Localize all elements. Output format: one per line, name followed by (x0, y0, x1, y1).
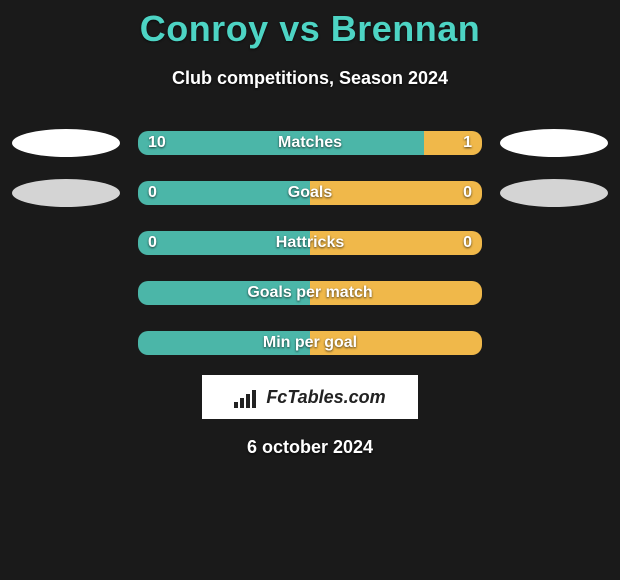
right-player-marker (500, 179, 608, 207)
left-player-marker (12, 129, 120, 157)
spacer (12, 329, 120, 357)
stat-bar-right (424, 131, 482, 155)
stat-label: Min per goal (263, 334, 357, 352)
stat-bar: Goals per match (138, 281, 482, 305)
stat-row: 0 0 Hattricks (0, 229, 620, 257)
stat-row: Goals per match (0, 279, 620, 307)
spacer (12, 279, 120, 307)
stat-value-left: 0 (148, 234, 157, 252)
fctables-logo-icon (234, 386, 262, 408)
subtitle: Club competitions, Season 2024 (0, 68, 620, 89)
stat-value-left: 10 (148, 134, 166, 152)
stat-label: Goals per match (247, 284, 372, 302)
stat-rows: 10 1 Matches 0 0 Goals 0 0 Hattricks Goals per ma… (0, 129, 620, 357)
stat-label: Hattricks (276, 234, 344, 252)
logo-box: FcTables.com (202, 375, 418, 419)
spacer (500, 329, 608, 357)
stat-value-right: 0 (463, 184, 472, 202)
stat-row: Min per goal (0, 329, 620, 357)
spacer (500, 229, 608, 257)
stat-bar-right (310, 181, 482, 205)
logo-text: FcTables.com (266, 387, 385, 408)
stat-label: Goals (288, 184, 332, 202)
page-title: Conroy vs Brennan (0, 0, 620, 50)
spacer (500, 279, 608, 307)
stat-bar: Min per goal (138, 331, 482, 355)
left-player-marker (12, 179, 120, 207)
stat-bar-left (138, 181, 310, 205)
stat-row: 0 0 Goals (0, 179, 620, 207)
stat-bar: 0 0 Hattricks (138, 231, 482, 255)
stat-value-right: 0 (463, 234, 472, 252)
date-text: 6 october 2024 (0, 437, 620, 458)
right-player-marker (500, 129, 608, 157)
stat-label: Matches (278, 134, 342, 152)
stat-value-left: 0 (148, 184, 157, 202)
stat-bar: 0 0 Goals (138, 181, 482, 205)
stat-row: 10 1 Matches (0, 129, 620, 157)
stat-value-right: 1 (463, 134, 472, 152)
stat-bar: 10 1 Matches (138, 131, 482, 155)
spacer (12, 229, 120, 257)
